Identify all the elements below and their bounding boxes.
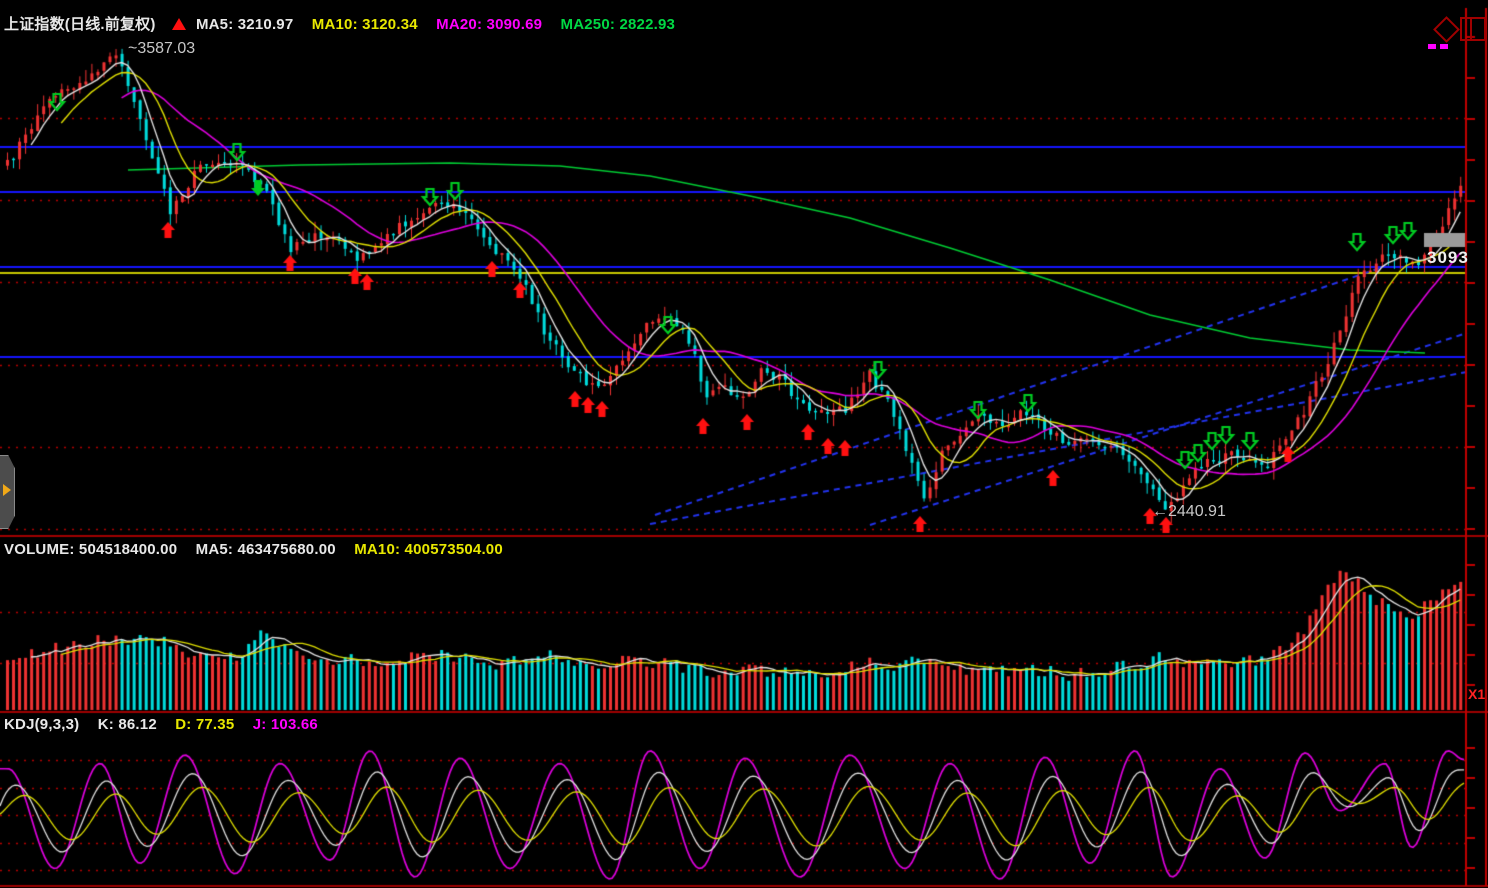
kdj-k-value: K: 86.12 bbox=[97, 716, 157, 733]
magenta-marker-icon bbox=[1440, 44, 1448, 49]
volume-ma10-value: MA10: 400573504.00 bbox=[354, 541, 503, 558]
peak-price-annotation: ~3587.03 bbox=[128, 40, 196, 57]
instrument-title: 上证指数(日线.前复权) bbox=[4, 16, 156, 33]
trough-price-annotation: ←2440.91 bbox=[1152, 503, 1226, 520]
kdj-pane-header: KDJ(9,3,3) K: 86.12 D: 77.35 J: 103.66 bbox=[4, 716, 332, 733]
ma10-value: MA10: 3120.34 bbox=[311, 16, 418, 33]
volume-pane-header: VOLUME: 504518400.00 MA5: 463475680.00 M… bbox=[4, 541, 517, 558]
main-pane-header: 上证指数(日线.前复权) MA5: 3210.97 MA10: 3120.34 … bbox=[4, 13, 689, 34]
volume-value: VOLUME: 504518400.00 bbox=[4, 541, 178, 558]
kdj-d-value: D: 77.35 bbox=[175, 716, 235, 733]
magenta-marker-icon bbox=[1428, 44, 1436, 49]
last-price-annotation: 3093 bbox=[1427, 248, 1469, 267]
kdj-indicator-label: KDJ(9,3,3) bbox=[4, 716, 80, 733]
ma250-value: MA250: 2822.93 bbox=[560, 16, 676, 33]
kdj-j-value: J: 103.66 bbox=[252, 716, 318, 733]
split-window-icon[interactable] bbox=[1460, 17, 1486, 41]
trend-up-icon bbox=[171, 18, 186, 30]
ma20-value: MA20: 3090.69 bbox=[436, 16, 543, 33]
expand-arrow-icon bbox=[3, 484, 11, 496]
volume-ma5-value: MA5: 463475680.00 bbox=[195, 541, 336, 558]
x-scale-button[interactable]: X1 bbox=[1468, 686, 1486, 702]
ma5-value: MA5: 3210.97 bbox=[195, 16, 294, 33]
side-panel-handle[interactable] bbox=[0, 455, 15, 529]
